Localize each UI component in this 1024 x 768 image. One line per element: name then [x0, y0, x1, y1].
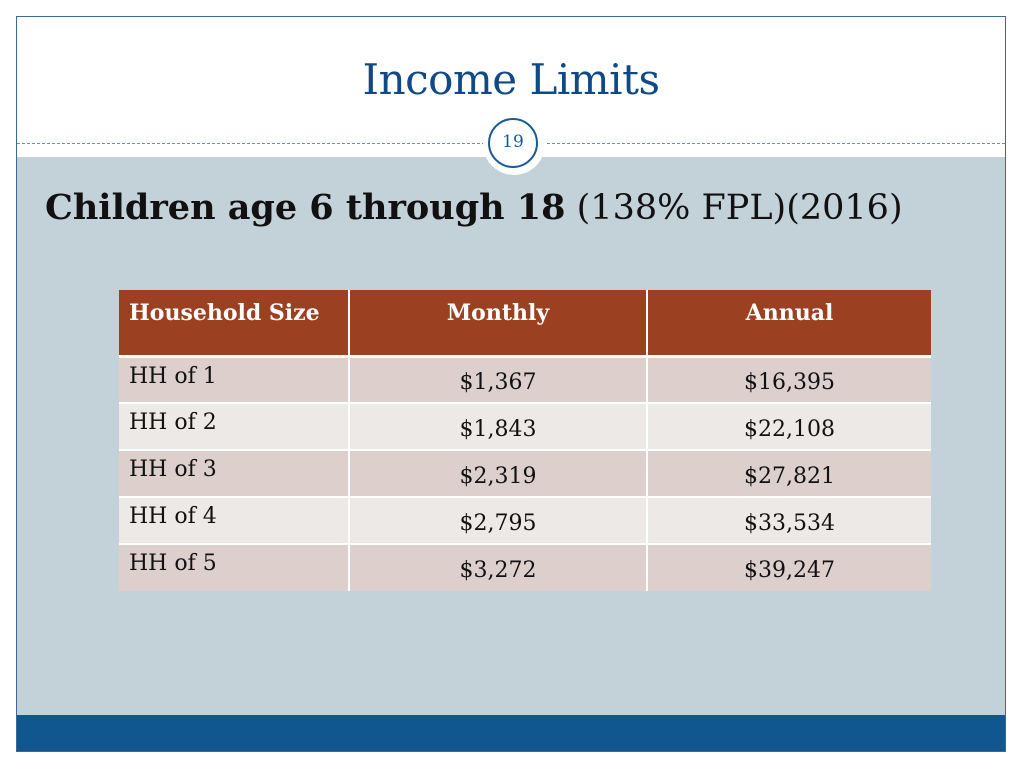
slide-subtitle: Children age 6 through 18 (138% FPL)(201… — [45, 187, 903, 228]
cell-annual: $33,534 — [647, 496, 931, 544]
table-row: HH of 4 $2,795 $33,534 — [119, 496, 931, 544]
table-row: HH of 2 $1,843 $22,108 — [119, 402, 931, 450]
cell-annual: $16,395 — [647, 354, 931, 403]
income-table-wrap: Household Size Monthly Annual HH of 1 $1… — [119, 290, 931, 591]
page-number-circle — [488, 118, 538, 168]
slide: Income Limits 19 Children age 6 through … — [16, 16, 1006, 752]
slide-title: Income Limits — [362, 55, 661, 104]
cell-monthly: $3,272 — [349, 543, 648, 591]
cell-annual: $39,247 — [647, 543, 931, 591]
cell-household-size: HH of 1 — [119, 354, 350, 403]
cell-monthly: $1,843 — [349, 402, 648, 450]
footer-bar — [17, 715, 1005, 751]
cell-annual: $22,108 — [647, 402, 931, 450]
table-header-row: Household Size Monthly Annual — [119, 290, 931, 356]
page-number: 19 — [502, 132, 524, 152]
subtitle-main: Children age 6 through 18 — [45, 187, 566, 228]
header-annual: Annual — [647, 290, 931, 356]
cell-household-size: HH of 3 — [119, 449, 350, 497]
cell-household-size: HH of 4 — [119, 496, 350, 544]
cell-monthly: $1,367 — [349, 354, 648, 403]
table-row: HH of 3 $2,319 $27,821 — [119, 449, 931, 497]
header-monthly: Monthly — [349, 290, 648, 356]
income-limits-table: Household Size Monthly Annual HH of 1 $1… — [119, 290, 931, 591]
table-row: HH of 5 $3,272 $39,247 — [119, 543, 931, 591]
cell-monthly: $2,319 — [349, 449, 648, 497]
table-row: HH of 1 $1,367 $16,395 — [119, 354, 931, 403]
cell-monthly: $2,795 — [349, 496, 648, 544]
subtitle-detail: (138% FPL)(2016) — [565, 188, 903, 228]
cell-household-size: HH of 2 — [119, 402, 350, 450]
cell-annual: $27,821 — [647, 449, 931, 497]
cell-household-size: HH of 5 — [119, 543, 350, 591]
header-household-size: Household Size — [119, 290, 350, 356]
